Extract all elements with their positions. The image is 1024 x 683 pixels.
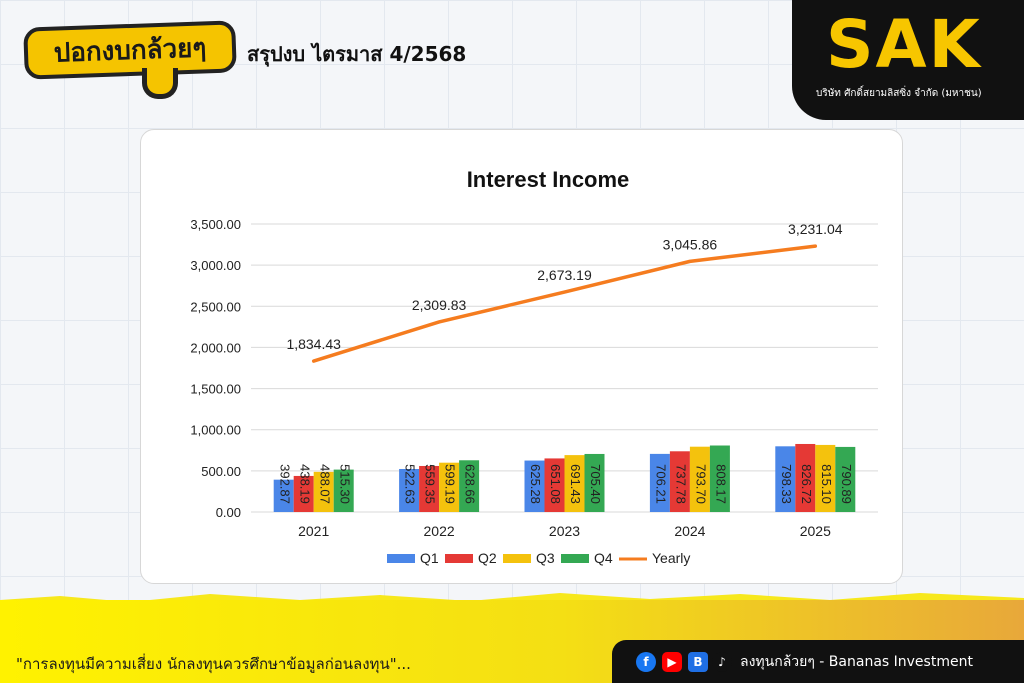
bar-q1: [649, 453, 670, 512]
bar-q1: [524, 460, 545, 512]
legend-swatch-q2: [445, 554, 473, 563]
bar-data-label: 599.19: [443, 464, 458, 504]
bar-data-label: 793.70: [693, 464, 708, 504]
legend-swatch-q4: [561, 554, 589, 563]
logo-text: ปอกงบกล้วยๆ: [53, 32, 207, 69]
yearly-data-label: 3,231.04: [788, 221, 843, 237]
bar-q3: [564, 455, 585, 512]
legend-label: Q1: [420, 550, 439, 566]
chart-title: Interest Income: [467, 167, 630, 192]
yearly-data-label: 2,309.83: [412, 297, 467, 313]
bar-data-label: 691.43: [568, 464, 583, 504]
line-layer: 1,834.43 2,309.83 2,673.19 3,045.86 3,231.04: [286, 221, 843, 363]
social-panel: f ▶ B ♪ ลงทุนกล้วยๆ - Bananas Investment: [612, 640, 1024, 683]
bar-data-label: 628.66: [463, 464, 478, 504]
facebook-icon[interactable]: f: [636, 652, 656, 672]
brand-company-name: บริษัท ศักดิ์สยามลิสซิ่ง จำกัด (มหาชน): [816, 88, 982, 99]
youtube-icon[interactable]: ▶: [662, 652, 682, 672]
bar-q2: [669, 451, 690, 512]
bar-data-label: 790.89: [839, 464, 854, 504]
axis-layer: 0.00 500.00 1,000.00 1,500.00 2,000.00 2,500.…: [190, 217, 831, 539]
bar-data-label: 737.78: [673, 464, 688, 504]
bar-q3: [689, 446, 710, 512]
bar-data-label: 815.10: [819, 464, 834, 504]
x-tick-label: 2025: [800, 523, 831, 539]
legend-label: Q3: [536, 550, 555, 566]
y-tick-label: 1,000.00: [190, 423, 241, 438]
legend-swatch-q3: [503, 554, 531, 563]
x-tick-label: 2023: [549, 523, 580, 539]
channel-logo: ปอกงบกล้วยๆ: [23, 20, 237, 80]
brand-logo: SAK: [826, 6, 982, 83]
bar-q4: [835, 446, 856, 512]
bar-q1: [399, 468, 420, 512]
bar-q4: [333, 469, 354, 512]
bar-q4: [459, 460, 480, 512]
yearly-data-label: 2,673.19: [537, 267, 592, 283]
bar-q2: [544, 458, 565, 512]
channel-name: ลงทุนกล้วยๆ - Bananas Investment: [740, 654, 973, 670]
bar-q3: [815, 444, 836, 512]
bar-data-label: 488.07: [317, 464, 332, 504]
bar-q1: [273, 479, 294, 512]
investment-disclaimer: "การลงทุนมีความเสี่ยง นักลงทุนควรศึกษาข้…: [16, 655, 411, 673]
x-tick-label: 2022: [424, 523, 455, 539]
blockdit-icon[interactable]: B: [688, 652, 708, 672]
bar-data-label: 392.87: [277, 464, 292, 504]
x-tick-label: 2024: [674, 523, 705, 539]
bar-q3: [313, 471, 334, 512]
y-tick-label: 2,000.00: [190, 340, 241, 355]
legend-label: Q2: [478, 550, 497, 566]
y-tick-label: 3,000.00: [190, 258, 241, 273]
bar-data-label: 705.40: [588, 464, 603, 504]
bar-q4: [709, 445, 730, 512]
y-tick-label: 1,500.00: [190, 382, 241, 397]
bar-data-label: 651.08: [548, 464, 563, 504]
bar-data-label: 625.28: [528, 464, 543, 504]
y-tick-label: 0.00: [216, 505, 241, 520]
interest-income-chart: Interest Income 392.87 438.19 488.07 515.30…: [190, 167, 878, 566]
bars-layer: 392.87 438.19 488.07 515.30 522.63 559.35 599.…: [273, 443, 856, 512]
chart-card: Interest Income 392.87 438.19 488.07 515.30…: [140, 129, 903, 584]
y-tick-label: 500.00: [201, 464, 241, 479]
bar-data-label: 559.35: [423, 464, 438, 504]
y-tick-label: 2,500.00: [190, 299, 241, 314]
bar-data-label: 808.17: [713, 464, 728, 504]
bar-data-label: 826.72: [799, 464, 814, 504]
yearly-data-label: 1,834.43: [286, 336, 341, 352]
legend-label: Yearly: [652, 550, 690, 566]
bar-data-label: 798.33: [779, 464, 794, 504]
legend-swatch-q1: [387, 554, 415, 563]
bar-q2: [795, 443, 816, 512]
legend-label: Q4: [594, 550, 613, 566]
x-tick-label: 2021: [298, 523, 329, 539]
bar-q1: [775, 446, 796, 512]
y-tick-label: 3,500.00: [190, 217, 241, 232]
legend: Q1 Q2 Q3 Q4 Yearly: [387, 550, 690, 566]
bar-q2: [419, 465, 440, 512]
bar-q2: [293, 475, 314, 512]
bar-q3: [439, 462, 460, 512]
bar-data-label: 522.63: [403, 464, 418, 504]
bar-q4: [584, 453, 605, 512]
brand-panel: SAK บริษัท ศักดิ์สยามลิสซิ่ง จำกัด (มหาช…: [792, 0, 1024, 120]
bar-data-label: 706.21: [653, 464, 668, 504]
yearly-data-label: 3,045.86: [663, 236, 718, 252]
bar-data-label: 438.19: [297, 464, 312, 504]
yearly-line: [311, 244, 818, 363]
bar-data-label: 515.30: [337, 464, 352, 504]
tiktok-icon[interactable]: ♪: [712, 652, 732, 672]
page-title: สรุปงบ ไตรมาส 4/2568: [247, 42, 467, 66]
logo-hook-decoration: [142, 68, 178, 99]
